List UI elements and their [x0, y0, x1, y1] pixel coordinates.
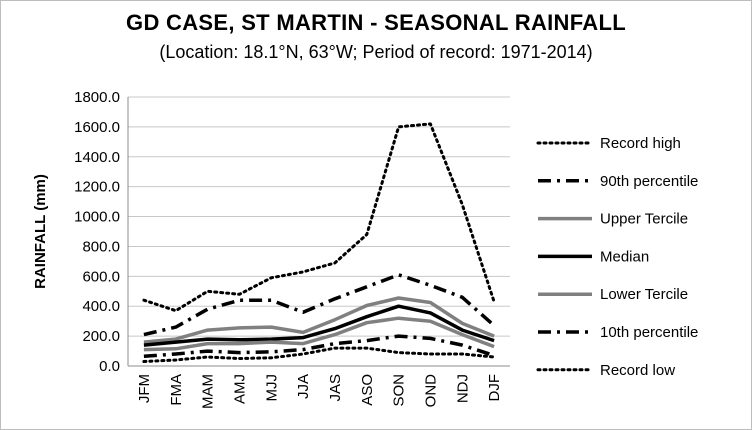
series-line-2: [143, 273, 496, 337]
x-tick-label: OND: [422, 374, 439, 408]
x-tick-label: MAM: [200, 374, 217, 409]
legend-label: Upper Tercile: [600, 211, 688, 228]
legend-label: Record low: [600, 362, 675, 379]
y-tick-label: 800.0: [82, 238, 120, 255]
y-tick-label: 1600.0: [74, 119, 120, 136]
x-tick-label: AMJ: [231, 374, 248, 404]
legend-label: 90th percentile: [600, 173, 698, 190]
y-tick-label: 600.0: [82, 268, 120, 285]
y-axis-label: RAINFALL (mm): [32, 174, 49, 289]
chart-subtitle: (Location: 18.1°N, 63°W; Period of recor…: [159, 42, 593, 62]
y-tick-label: 1200.0: [74, 179, 120, 196]
y-tick-label: 1800.0: [74, 89, 120, 106]
y-tick-label: 1000.0: [74, 209, 120, 226]
series-line-1: [142, 122, 496, 313]
legend-label: 10th percentile: [600, 324, 698, 341]
x-tick-label: JJA: [295, 374, 312, 399]
y-tick-label: 400.0: [82, 298, 120, 315]
series-line-7: [142, 346, 496, 363]
x-tick-label: DJF: [486, 374, 503, 402]
legend-label: Record high: [600, 135, 681, 152]
legend-label: Lower Tercile: [600, 286, 688, 303]
y-tick-label: 1400.0: [74, 149, 120, 166]
legend-label: Median: [600, 248, 649, 265]
chart-title: GD CASE, ST MARTIN - SEASONAL RAINFALL: [126, 10, 626, 35]
series-line-4: [143, 304, 495, 347]
y-tick-label: 200.0: [82, 328, 120, 345]
y-tick-label: 0.0: [99, 358, 120, 375]
x-tick-label: NDJ: [454, 374, 471, 403]
series-line-6: [143, 334, 495, 359]
x-tick-label: ASO: [359, 374, 376, 406]
x-tick-label: SON: [391, 374, 408, 407]
x-tick-label: JAS: [327, 374, 344, 402]
x-tick-label: FMA: [168, 374, 185, 406]
x-tick-label: MJJ: [263, 374, 280, 402]
x-tick-label: JFM: [136, 374, 153, 403]
series-line-5: [143, 316, 495, 352]
series-line-3: [143, 296, 495, 344]
